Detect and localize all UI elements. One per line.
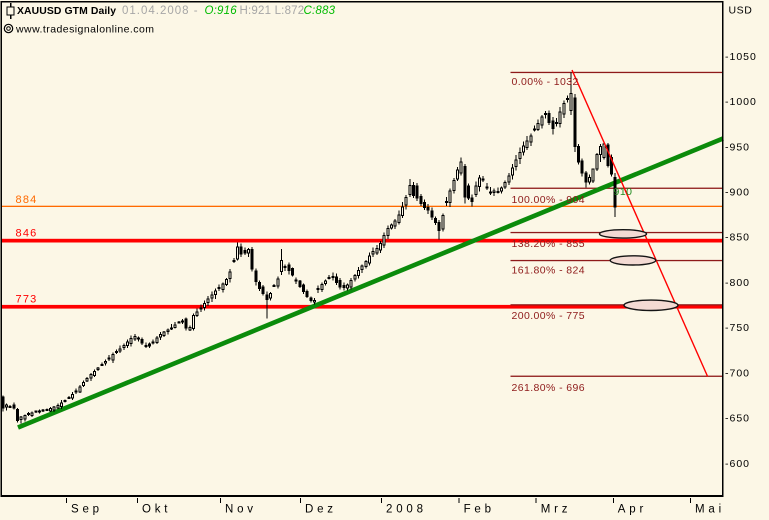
svg-text:-600: -600 bbox=[725, 458, 750, 470]
svg-text:Okt: Okt bbox=[142, 504, 171, 516]
svg-text:884: 884 bbox=[16, 194, 38, 206]
svg-text:-850: -850 bbox=[725, 232, 750, 244]
svg-text:-950: -950 bbox=[725, 141, 750, 153]
svg-text:C:883: C:883 bbox=[304, 5, 336, 17]
svg-text:138.20% - 855: 138.20% - 855 bbox=[512, 238, 586, 250]
svg-text:773: 773 bbox=[16, 294, 38, 306]
svg-text:100.00% - 904: 100.00% - 904 bbox=[512, 194, 586, 206]
svg-text:Mrz: Mrz bbox=[541, 504, 572, 516]
svg-text:-750: -750 bbox=[725, 322, 750, 334]
svg-text:846: 846 bbox=[16, 228, 38, 240]
svg-text:Feb: Feb bbox=[464, 504, 495, 516]
svg-text:Nov: Nov bbox=[225, 504, 257, 516]
svg-text:261.80% - 696: 261.80% - 696 bbox=[512, 382, 586, 394]
svg-text:-900: -900 bbox=[725, 187, 750, 199]
svg-text:H:921 L:872: H:921 L:872 bbox=[240, 5, 305, 17]
svg-text:0.00% - 1032: 0.00% - 1032 bbox=[512, 76, 579, 88]
svg-text:2008: 2008 bbox=[386, 504, 427, 516]
svg-text:www.tradesignalonline.com: www.tradesignalonline.com bbox=[15, 24, 154, 36]
svg-text:Dez: Dez bbox=[305, 504, 337, 516]
svg-text:Mai: Mai bbox=[695, 504, 725, 516]
svg-text:Sep: Sep bbox=[71, 504, 103, 516]
svg-text:-800: -800 bbox=[725, 277, 750, 289]
svg-text:Apr: Apr bbox=[618, 504, 647, 516]
svg-text:01.04.2008 -: 01.04.2008 - bbox=[122, 5, 199, 17]
svg-text:910: 910 bbox=[614, 186, 633, 198]
svg-text:USD: USD bbox=[729, 5, 753, 17]
svg-text:-1050: -1050 bbox=[725, 51, 757, 63]
svg-text:O:916: O:916 bbox=[205, 5, 238, 17]
svg-text:200.00% - 775: 200.00% - 775 bbox=[512, 310, 586, 322]
svg-text:XAUUSD GTM Daily: XAUUSD GTM Daily bbox=[17, 6, 116, 17]
svg-text:-650: -650 bbox=[725, 413, 750, 425]
svg-text:-1000: -1000 bbox=[725, 96, 757, 108]
svg-text:-700: -700 bbox=[725, 367, 750, 379]
svg-text:161.80% - 824: 161.80% - 824 bbox=[512, 265, 586, 277]
